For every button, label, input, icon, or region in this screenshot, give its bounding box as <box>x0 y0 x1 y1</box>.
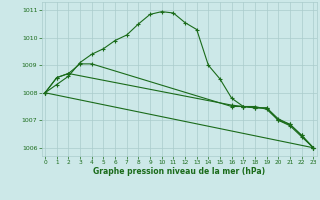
X-axis label: Graphe pression niveau de la mer (hPa): Graphe pression niveau de la mer (hPa) <box>93 167 265 176</box>
